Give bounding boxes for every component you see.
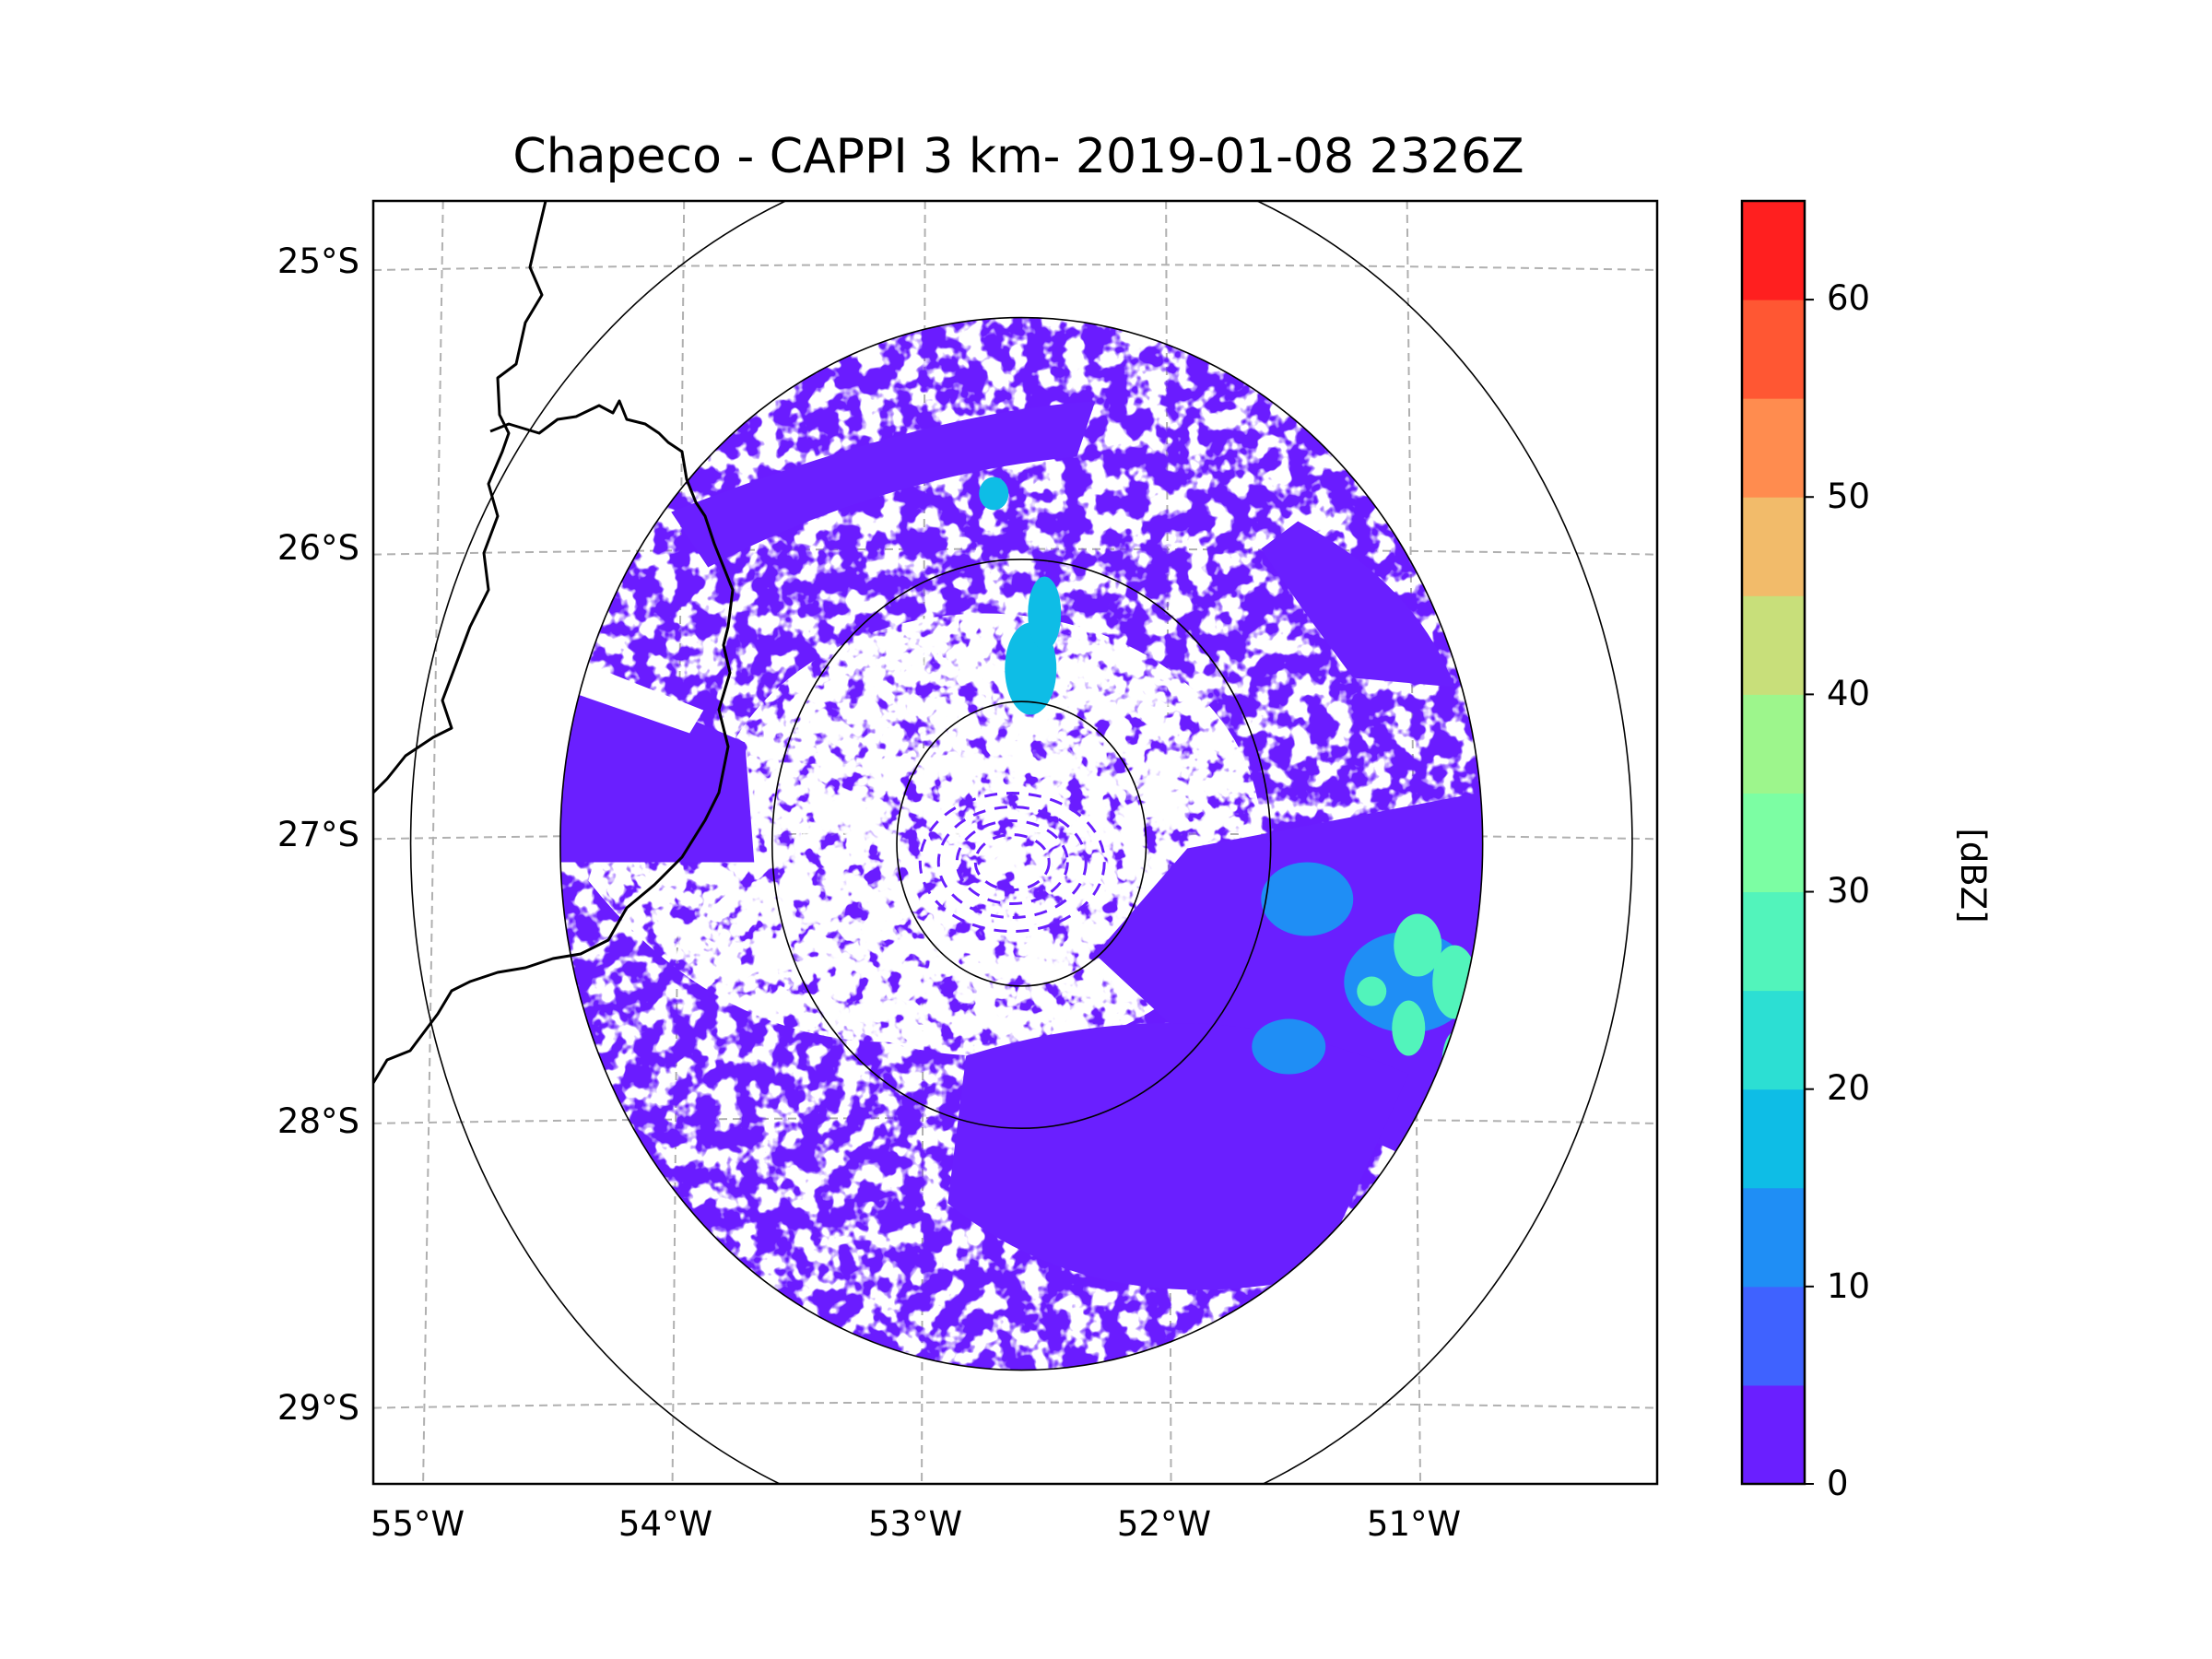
map-frame [371, 199, 1659, 1486]
ring-artifacts [918, 792, 1106, 934]
range-rings [409, 201, 1633, 1484]
lat-label-26s: 26°S [276, 528, 359, 568]
lon-label-52w: 52°W [1116, 1504, 1212, 1544]
meridian-gridline [422, 201, 444, 1484]
colorbar-tick-30: 30 [1827, 871, 1871, 911]
brazil-argentina-border [373, 201, 547, 794]
ring-artifact [973, 833, 1051, 892]
colorbar-tick-0: 0 [1827, 1464, 1849, 1503]
colorbar-segment [1742, 990, 1805, 1090]
range-ring [771, 559, 1272, 1129]
lon-label-53w: 53°W [867, 1504, 963, 1544]
range-ring [409, 201, 1633, 1484]
colorbar-tick-10: 10 [1827, 1266, 1871, 1306]
east-strong-cell [1432, 945, 1477, 1019]
east-strong-cell [1441, 1031, 1468, 1099]
reflectivity-coverage [559, 317, 1483, 1371]
colorbar-segment [1742, 300, 1805, 399]
reflectivity-field [559, 317, 1483, 1371]
lat-label-28s: 28°S [276, 1101, 359, 1141]
colorbar-units: [dBZ] [1953, 828, 1993, 924]
lat-label-25s: 25°S [276, 241, 359, 281]
northern-arc-band [671, 401, 1096, 568]
colorbar-tick-20: 20 [1827, 1068, 1871, 1108]
colorbar-segment [1742, 595, 1805, 695]
colorbar-tick-40: 40 [1827, 674, 1871, 713]
ring-artifact [955, 819, 1069, 906]
colorbar-tick-60: 60 [1827, 278, 1871, 318]
lat-label-29s: 29°S [276, 1388, 359, 1428]
colorbar-segment [1742, 891, 1805, 992]
colorbar-segment [1742, 201, 1805, 300]
lon-label-51w: 51°W [1366, 1504, 1462, 1544]
ring-artifact [936, 806, 1088, 920]
colorbar-segment [1742, 1187, 1805, 1288]
range-ring [559, 316, 1484, 1371]
colorbar-segment [1742, 694, 1805, 794]
east-strong-cell [1357, 976, 1387, 1006]
eastern-band [1095, 788, 1483, 1158]
ring-artifact [918, 792, 1106, 934]
range-ring [896, 700, 1147, 987]
east-moderate-cell [1252, 1018, 1326, 1075]
east-strong-cell [1394, 913, 1442, 977]
east-moderate-cell [1261, 862, 1354, 936]
lon-label-55w: 55°W [370, 1504, 465, 1544]
southwest-clear-zone [588, 705, 1262, 1042]
north-cell [979, 477, 1009, 511]
state-borders [373, 201, 735, 1084]
colorbar-segment [1742, 1384, 1805, 1485]
map-title: Chapeco - CAPPI 3 km- 2019-01-08 2326Z [512, 129, 1524, 184]
colorbar-tick-50: 50 [1827, 477, 1871, 516]
parana-santa-catarina-border [373, 399, 735, 1084]
northeast-sector [1261, 521, 1455, 688]
parallel-gridline [373, 263, 1657, 271]
colorbar-segment [1742, 1088, 1805, 1189]
colorbar [1740, 199, 1814, 1486]
colorbar-segment [1742, 1286, 1805, 1386]
colorbar-frame [1740, 199, 1806, 1486]
echo-bands [559, 401, 1483, 1290]
parallel-gridline [373, 1401, 1657, 1409]
colorbar-segment [1742, 497, 1805, 596]
colorbar-segment [1742, 793, 1805, 893]
colorbar-segment [1742, 398, 1805, 498]
east-strong-cell [1392, 1000, 1426, 1056]
lat-label-27s: 27°S [276, 815, 359, 854]
southeast-mass [947, 1022, 1409, 1290]
lon-label-54w: 54°W [618, 1504, 713, 1544]
north-cell [1028, 576, 1062, 651]
